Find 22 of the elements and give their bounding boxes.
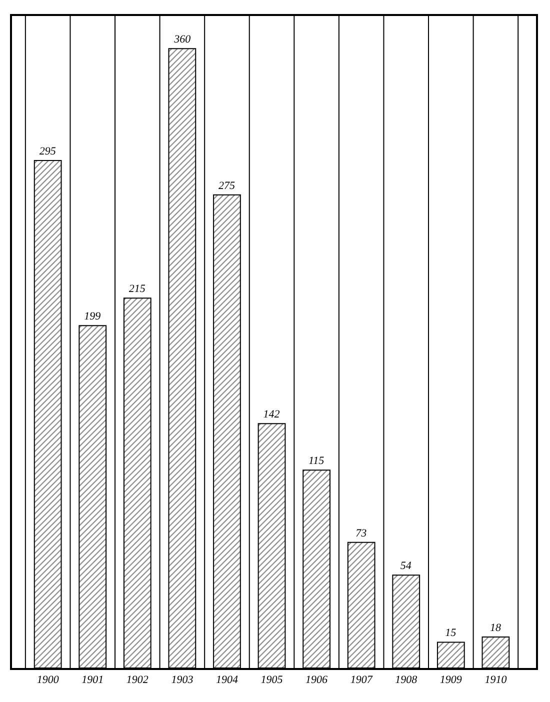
x-tick-label: 1909 xyxy=(440,674,462,686)
data-label: 15 xyxy=(445,627,457,640)
x-tick-label: 1900 xyxy=(36,674,60,686)
x-tick-label: 1907 xyxy=(350,674,373,686)
x-tick-label: 1906 xyxy=(306,674,328,686)
data-label: 115 xyxy=(308,455,325,468)
data-label: 275 xyxy=(218,180,236,192)
data-label: 54 xyxy=(400,560,412,572)
x-tick-label: 1904 xyxy=(216,674,238,686)
x-tick-label: 1901 xyxy=(82,674,104,686)
data-label: 199 xyxy=(84,310,102,323)
data-label: 215 xyxy=(128,283,146,296)
data-label: 142 xyxy=(263,408,280,421)
data-label: 295 xyxy=(39,145,56,158)
x-tick-label: 1903 xyxy=(171,674,194,686)
x-tick-label: 1902 xyxy=(126,674,149,686)
x-tick-label: 1910 xyxy=(484,674,508,686)
x-tick-label: 1905 xyxy=(260,674,284,686)
data-label: 360 xyxy=(173,34,192,46)
data-label: 73 xyxy=(356,527,368,540)
x-tick-label: 1908 xyxy=(395,674,418,686)
data-label: 18 xyxy=(490,622,502,634)
